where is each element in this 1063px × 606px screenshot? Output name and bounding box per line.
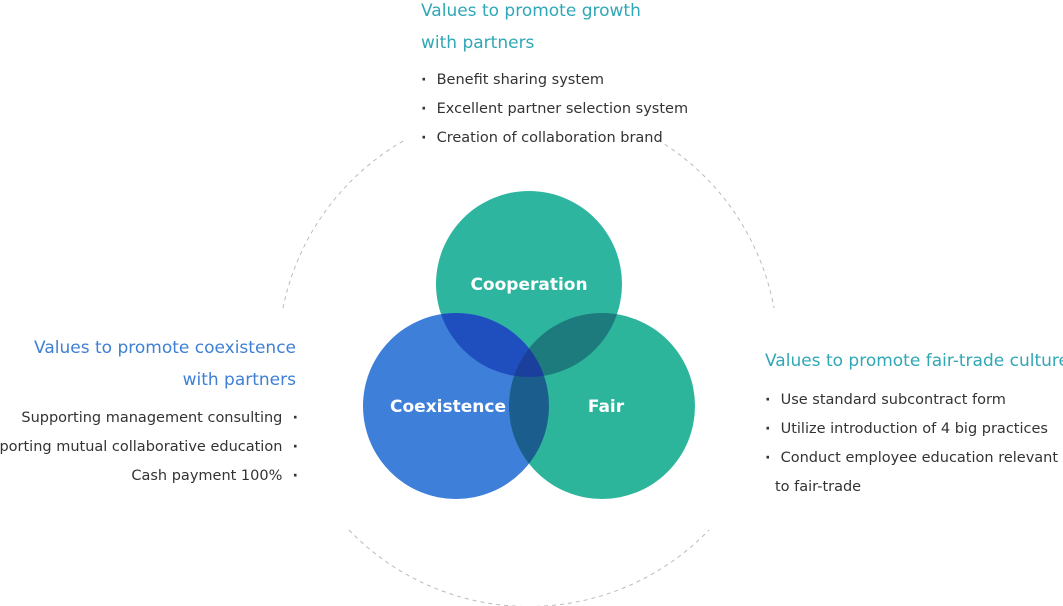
right-heading: Values to promote fair-trade culture: [765, 345, 1063, 377]
left-bullet-item: Cash payment 100%: [0, 462, 298, 491]
right-bullet-item: Conduct employee education relevant: [765, 444, 1058, 473]
left-bullet-item: Supporting management consulting: [0, 404, 298, 433]
top-bullet-item: Benefit sharing system: [421, 66, 688, 95]
left-heading-line1: Values to promote coexistence: [34, 338, 296, 358]
label-cooperation: Cooperation: [470, 275, 587, 295]
left-heading-line2: with partners: [182, 370, 296, 390]
overlap-cooperation-fair: [509, 313, 622, 377]
dashed-ring: [282, 139, 775, 606]
right-heading-text: Values to promote fair-trade culture: [765, 351, 1063, 371]
top-heading: Values to promote growth with partners: [421, 0, 641, 59]
label-coexistence: Coexistence: [390, 397, 506, 417]
top-heading-line2: with partners: [421, 33, 535, 53]
left-heading: Values to promote coexistence with partn…: [34, 332, 296, 396]
top-bullet-list: Benefit sharing system Excellent partner…: [421, 66, 688, 153]
overlap-cooperation-coexistence: [436, 313, 549, 377]
right-bullet-item: Utilize introduction of 4 big practices: [765, 415, 1058, 444]
left-bullet-item: Supporting mutual collaborative educatio…: [0, 433, 298, 462]
top-bullet-item: Excellent partner selection system: [421, 95, 688, 124]
left-bullet-list: Supporting management consulting Support…: [0, 404, 298, 491]
dashed-arc-bottom: [348, 529, 710, 606]
dashed-arc-top-right: [657, 139, 775, 309]
right-bullet-item-continuation: to fair-trade: [775, 479, 862, 495]
label-fair: Fair: [588, 397, 625, 417]
top-bullet-item: Creation of collaboration brand: [421, 124, 688, 153]
top-heading-line1: Values to promote growth: [421, 1, 641, 21]
right-bullet-item: Use standard subcontract form: [765, 386, 1058, 415]
right-bullet-list: Use standard subcontract form Utilize in…: [765, 386, 1058, 502]
dashed-arc-top-left: [282, 139, 406, 309]
